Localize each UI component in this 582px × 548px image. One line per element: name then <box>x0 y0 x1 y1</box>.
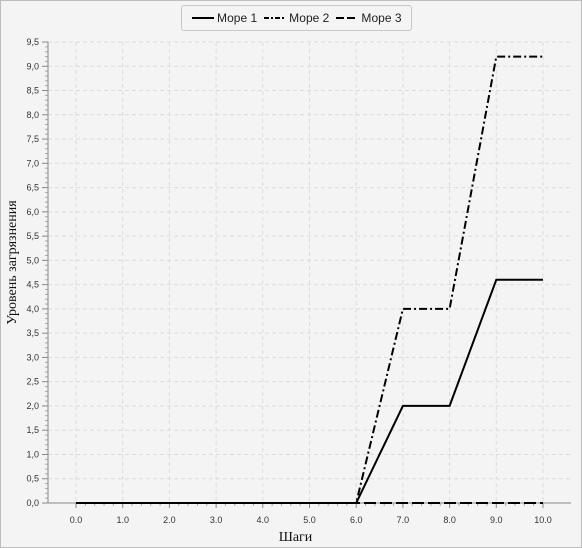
y-tick-label: 1,5 <box>26 425 39 435</box>
y-axis-title: Уровень загрязнения <box>5 200 20 325</box>
y-tick-label: 9,5 <box>26 37 39 47</box>
x-tick-label: 9.0 <box>490 515 503 525</box>
y-tick-label: 1,0 <box>26 449 39 459</box>
x-tick-label: 8.0 <box>443 515 456 525</box>
series-line-1 <box>76 278 543 504</box>
y-tick-label: 2,5 <box>26 377 39 387</box>
y-tick-label: 8,0 <box>26 110 39 120</box>
x-tick-label: 0.0 <box>70 515 83 525</box>
series-line-2 <box>76 55 543 504</box>
y-tick-label: 4,5 <box>26 280 39 290</box>
y-tick-label: 6,0 <box>26 207 39 217</box>
legend-swatch <box>336 17 359 19</box>
legend-item: Море 1 <box>191 11 257 25</box>
x-axis-title: Шаги <box>279 530 313 545</box>
plot-area <box>48 42 571 503</box>
legend-label: Море 2 <box>289 11 330 25</box>
y-tick-label: 4,0 <box>26 304 39 314</box>
legend: Море 1 Море 2 Море 3 <box>181 5 412 31</box>
y-tick-label: 5,5 <box>26 231 39 241</box>
x-tick-label: 1.0 <box>116 515 129 525</box>
y-tick-label: 0,5 <box>26 474 39 484</box>
y-tick-label: 7,5 <box>26 134 39 144</box>
legend-swatch <box>264 17 287 19</box>
x-tick-label: 6.0 <box>350 515 363 525</box>
y-tick-label: 5,0 <box>26 255 39 265</box>
x-tick-label: 3.0 <box>210 515 223 525</box>
y-tick-label: 6,5 <box>26 183 39 193</box>
x-tick-label: 4.0 <box>257 515 270 525</box>
y-tick-label: 9,0 <box>26 61 39 71</box>
legend-item: Море 3 <box>335 11 402 25</box>
legend-item: Море 2 <box>263 11 329 25</box>
y-tick-label: 3,5 <box>26 328 39 338</box>
legend-swatch <box>192 17 214 19</box>
y-tick-label: 0,0 <box>26 498 39 508</box>
y-tick-label: 3,0 <box>26 352 39 362</box>
legend-label: Море 1 <box>217 11 258 25</box>
y-tick-label: 2,0 <box>26 401 39 411</box>
x-tick-label: 5.0 <box>303 515 316 525</box>
y-tick-label: 7,0 <box>26 158 39 168</box>
x-tick-label: 2.0 <box>163 515 176 525</box>
legend-label: Море 3 <box>361 11 402 25</box>
x-tick-label: 10.0 <box>534 515 552 525</box>
y-tick-label: 8,5 <box>26 86 39 96</box>
x-tick-label: 7.0 <box>397 515 410 525</box>
